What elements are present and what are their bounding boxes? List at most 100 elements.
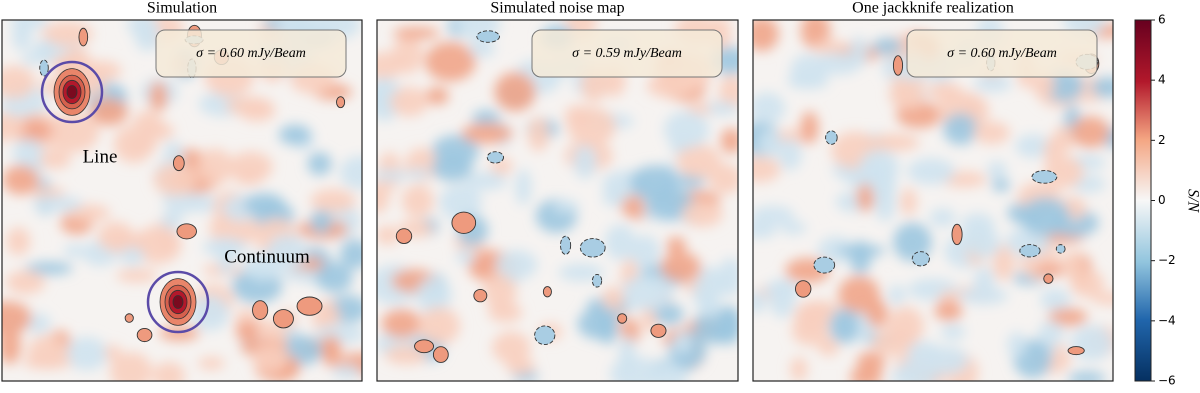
noise-blob <box>483 272 517 310</box>
contour <box>1031 170 1058 184</box>
noise-blob <box>315 324 362 344</box>
panel-title: Simulation <box>147 0 217 17</box>
contour <box>172 155 185 172</box>
noise-blob <box>925 346 969 375</box>
noise-blob <box>228 151 273 183</box>
noise-blob <box>934 301 963 321</box>
panel-title: Simulated noise map <box>490 0 624 17</box>
annotation: σ = 0.60 mJy/Beam <box>196 46 306 61</box>
noise-blob <box>409 167 429 180</box>
contour <box>414 339 434 354</box>
noise-blob <box>817 337 840 357</box>
annotation-box <box>155 29 347 78</box>
noise-blob <box>987 161 1008 180</box>
noise-blob <box>491 331 531 364</box>
noise-blob <box>431 153 473 182</box>
noise-blob <box>506 357 536 375</box>
noise-blob <box>871 328 916 357</box>
contour <box>650 323 667 338</box>
contour <box>272 309 294 329</box>
colorbar-tick-label: 2 <box>1158 133 1166 147</box>
noise-blob <box>753 205 795 225</box>
noise-blob <box>800 111 819 144</box>
noise-blob <box>495 250 538 280</box>
noise-blob <box>310 188 356 213</box>
noise-blob <box>943 113 978 145</box>
source-label: Line <box>83 146 118 167</box>
noise-blob <box>974 266 995 296</box>
noise-blob <box>706 101 738 116</box>
noise-blob <box>418 307 461 345</box>
contour <box>124 313 134 323</box>
noise-blob <box>266 234 308 270</box>
noise-blob <box>144 122 175 141</box>
noise-blob <box>1031 71 1055 98</box>
noise-blob <box>149 81 168 112</box>
noise-blob <box>609 356 662 381</box>
noise-blob <box>243 192 285 216</box>
noise-blob <box>1007 331 1027 358</box>
contour <box>473 288 488 303</box>
noise-blob <box>5 270 46 295</box>
noise-blob <box>621 274 674 311</box>
contour <box>813 256 836 274</box>
noise-blob <box>1020 197 1071 236</box>
noise-blob <box>907 158 956 185</box>
noise-blob <box>653 303 684 325</box>
noise-blob <box>197 356 225 370</box>
noise-blob <box>812 39 847 55</box>
colorbar-tick-label: 0 <box>1158 193 1166 207</box>
colorbar-tick-label: 4 <box>1158 73 1166 87</box>
noise-blob <box>676 144 722 179</box>
noise-blob <box>965 228 1001 258</box>
noise-blob <box>32 195 83 213</box>
noise-blob <box>109 352 153 381</box>
noise-map <box>2 20 362 381</box>
noise-blob <box>439 184 482 221</box>
noise-blob <box>790 356 808 381</box>
noise-blob <box>465 171 508 191</box>
noise-blob <box>889 371 917 381</box>
noise-blob <box>829 308 860 344</box>
noise-blob <box>660 251 701 282</box>
annotation-box <box>531 29 723 78</box>
noise-blob <box>720 128 738 154</box>
noise-map <box>377 20 738 381</box>
contour <box>78 27 89 47</box>
source-circle <box>40 60 104 124</box>
noise-blob <box>339 155 362 190</box>
noise-blob <box>753 156 781 183</box>
noise-blob <box>856 183 875 212</box>
contour <box>951 223 963 246</box>
noise-blob <box>872 37 903 55</box>
noise-blob <box>425 87 449 105</box>
noise-blob <box>958 286 1009 305</box>
contour <box>432 346 449 363</box>
noise-blob <box>1015 134 1052 158</box>
source-label: Continuum <box>224 246 310 267</box>
noise-blob <box>567 107 616 146</box>
noise-blob <box>527 116 550 152</box>
contour <box>591 274 603 288</box>
noise-blob <box>468 40 496 58</box>
noise-blob <box>494 71 536 112</box>
noise-blob <box>889 78 914 109</box>
noise-blob <box>836 244 886 257</box>
annotation: σ = 0.59 mJy/Beam <box>572 46 682 61</box>
panel-title: One jackknife realization <box>852 0 1014 17</box>
noise-blob <box>377 169 410 182</box>
noise-blob <box>817 236 854 264</box>
noise-blob <box>27 335 68 368</box>
noise-blob <box>461 122 513 144</box>
noise-blob <box>515 168 532 206</box>
noise-blob <box>152 361 186 381</box>
contour <box>911 251 930 267</box>
noise-blob <box>663 110 710 149</box>
noise-blob <box>753 20 779 52</box>
source <box>66 85 78 99</box>
noise-blob <box>888 284 906 305</box>
noise-blob <box>2 165 40 195</box>
noise-blob <box>21 52 41 66</box>
noise-blob <box>416 276 452 315</box>
